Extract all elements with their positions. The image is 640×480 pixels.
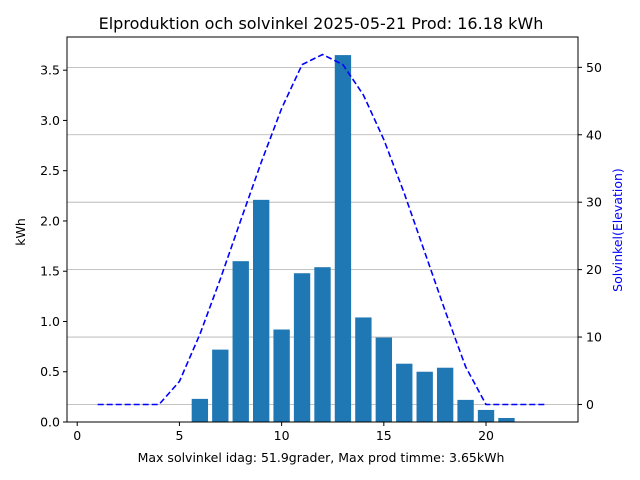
elevation-series — [97, 53, 548, 406]
bar — [457, 399, 474, 422]
bar — [436, 367, 454, 422]
y2-tick-label: 20 — [586, 262, 602, 277]
x-tick-label: 5 — [175, 428, 183, 443]
axes — [66, 36, 579, 423]
y2-tick-label: 40 — [586, 127, 602, 142]
y-axis-label: kWh — [13, 218, 28, 246]
y-tick-label: 0.5 — [40, 364, 60, 379]
bar — [273, 329, 290, 422]
bar — [396, 363, 413, 422]
y2-axis-label: Solvinkel(Elevation) — [610, 168, 625, 292]
x-tick-label: 0 — [73, 428, 81, 443]
y2-tick-label: 0 — [586, 397, 594, 412]
y-tick-label: 1.5 — [40, 264, 60, 279]
bar — [293, 273, 311, 422]
x-tick-label: 10 — [274, 428, 290, 443]
y2-tick-label: 30 — [586, 195, 602, 210]
y2-tick-label: 10 — [586, 330, 602, 345]
y-tick-label: 3.5 — [40, 63, 60, 78]
x-axis-label: Max solvinkel idag: 51.9grader, Max prod… — [138, 450, 505, 465]
bar — [232, 261, 249, 422]
y-tick-label: 3.0 — [40, 113, 60, 128]
elevation-line — [97, 53, 548, 406]
bar-series — [191, 55, 515, 422]
y-tick-label: 0.0 — [40, 415, 60, 430]
y-tick-label: 2.0 — [40, 213, 60, 228]
y2-tick-label: 50 — [586, 60, 602, 75]
bar — [212, 349, 229, 422]
bar — [477, 409, 495, 422]
plot-frame — [66, 36, 579, 423]
bar — [314, 267, 331, 422]
chart-title: Elproduktion och solvinkel 2025-05-21 Pr… — [99, 14, 544, 33]
bar — [334, 55, 352, 422]
x-axis-ticks: 0 5 10 15 20 — [73, 422, 494, 443]
bar — [355, 317, 372, 422]
y-tick-label: 2.5 — [40, 163, 60, 178]
y2-axis-ticks: 0 10 20 30 40 50 — [578, 60, 602, 412]
x-tick-label: 15 — [376, 428, 392, 443]
x-tick-label: 20 — [478, 428, 494, 443]
y-tick-label: 1.0 — [40, 314, 60, 329]
bar — [191, 398, 209, 422]
bar — [416, 371, 433, 422]
bar — [253, 199, 270, 422]
bar — [498, 417, 515, 422]
bar — [375, 337, 392, 422]
y-axis-ticks: 0.0 0.5 1.0 1.5 2.0 2.5 3.0 3.5 — [40, 63, 67, 430]
